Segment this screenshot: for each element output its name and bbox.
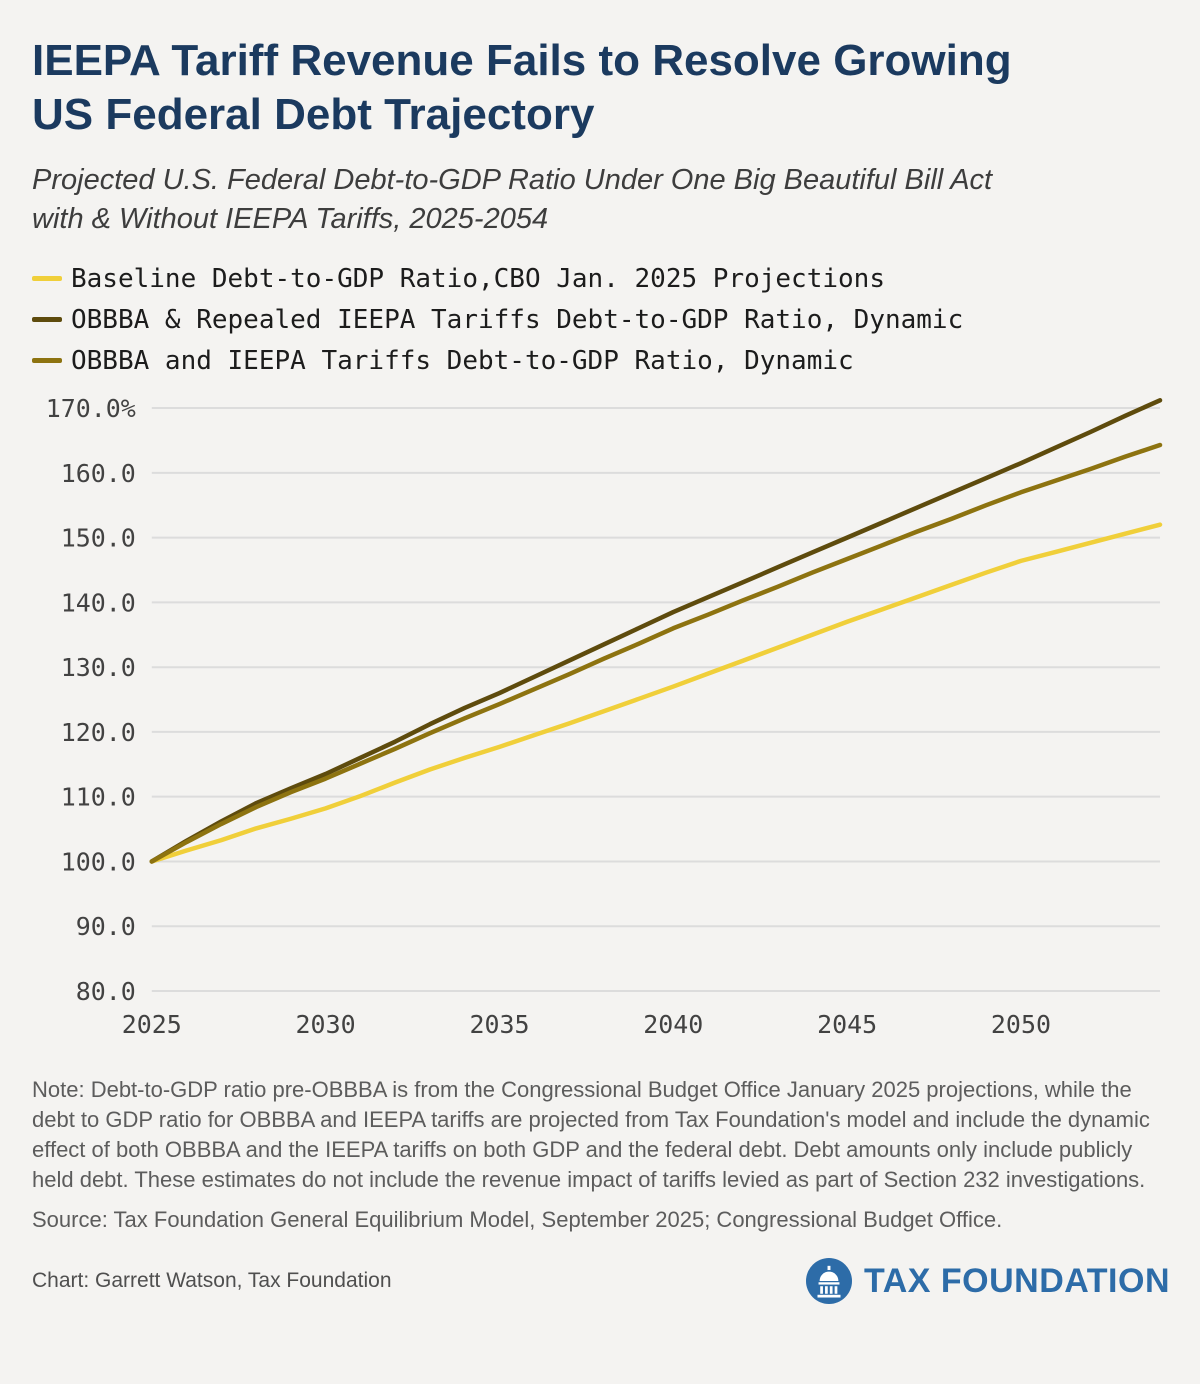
legend-label-obbba-ieepa: OBBBA and IEEPA Tariffs Debt-to-GDP Rati… bbox=[71, 345, 854, 376]
y-tick-label-90: 90.0 bbox=[76, 912, 136, 941]
x-tick-label-2050: 2050 bbox=[991, 1010, 1051, 1039]
page-subtitle: Projected U.S. Federal Debt-to-GDP Ratio… bbox=[32, 161, 1170, 238]
page-title-line2: US Federal Debt Trajectory bbox=[32, 89, 595, 139]
legend-swatch-obbba-ieepa bbox=[32, 358, 62, 364]
legend-label-baseline: Baseline Debt-to-GDP Ratio,CBO Jan. 2025… bbox=[71, 263, 885, 294]
credit-row: Chart: Garrett Watson, Tax Foundation TA… bbox=[32, 1258, 1170, 1305]
chart-credit: Chart: Garrett Watson, Tax Foundation bbox=[32, 1269, 392, 1293]
page-subtitle-line2: with & Without IEEPA Tariffs, 2025-2054 bbox=[32, 202, 549, 235]
x-tick-label-2040: 2040 bbox=[643, 1010, 703, 1039]
y-tick-label-170: 170.0% bbox=[46, 394, 136, 423]
tax-foundation-logo: TAX FOUNDATION bbox=[805, 1258, 1170, 1305]
chart-svg: 170.0% 160.0 150.0 140.0 130.0 120.0 110.0 100.… bbox=[46, 394, 1163, 1039]
legend-item-obbba-repealed-ieepa: OBBBA & Repealed IEEPA Tariffs Debt-to-G… bbox=[32, 305, 1170, 335]
y-tick-label-120: 120.0 bbox=[61, 718, 136, 747]
page-subtitle-line1: Projected U.S. Federal Debt-to-GDP Ratio… bbox=[32, 164, 993, 197]
logo-wordmark: TAX FOUNDATION bbox=[863, 1261, 1170, 1300]
legend-swatch-obbba-repealed-ieepa bbox=[32, 317, 62, 323]
y-tick-label-130: 130.0 bbox=[61, 653, 136, 682]
line-chart: 170.0% 160.0 150.0 140.0 130.0 120.0 110.0 100.… bbox=[32, 392, 1170, 1051]
source-line: Source: Tax Foundation General Equilibri… bbox=[32, 1206, 1003, 1232]
y-tick-label-100: 100.0 bbox=[61, 847, 136, 876]
y-tick-label-140: 140.0 bbox=[61, 588, 136, 617]
x-tick-label-2030: 2030 bbox=[296, 1010, 356, 1039]
legend-swatch-baseline bbox=[32, 276, 62, 282]
page-title-line1: IEEPA Tariff Revenue Fails to Resolve Gr… bbox=[32, 36, 1012, 85]
legend-item-obbba-ieepa: OBBBA and IEEPA Tariffs Debt-to-GDP Rati… bbox=[32, 346, 1170, 376]
series-line-baseline bbox=[149, 522, 1163, 864]
x-tick-label-2035: 2035 bbox=[469, 1010, 529, 1039]
x-tick-label-2025: 2025 bbox=[122, 1010, 182, 1039]
capitol-dome-icon bbox=[805, 1258, 852, 1305]
legend-item-baseline: Baseline Debt-to-GDP Ratio,CBO Jan. 2025… bbox=[32, 264, 1170, 294]
y-tick-label-160: 160.0 bbox=[61, 459, 136, 488]
series-line-obbba-repealed-ieepa bbox=[149, 397, 1163, 864]
legend-label-obbba-repealed-ieepa: OBBBA & Repealed IEEPA Tariffs Debt-to-G… bbox=[71, 304, 964, 335]
footnote: Note: Debt-to-GDP ratio pre-OBBBA is fro… bbox=[32, 1076, 1150, 1192]
y-tick-label-150: 150.0 bbox=[61, 523, 136, 552]
y-tick-label-80: 80.0 bbox=[76, 977, 136, 1006]
page-title: IEEPA Tariff Revenue Fails to Resolve Gr… bbox=[32, 34, 1170, 141]
y-tick-label-110: 110.0 bbox=[61, 783, 136, 812]
series-line-obbba-ieepa bbox=[149, 442, 1163, 864]
x-tick-label-2045: 2045 bbox=[817, 1010, 877, 1039]
legend: Baseline Debt-to-GDP Ratio,CBO Jan. 2025… bbox=[32, 264, 1170, 376]
